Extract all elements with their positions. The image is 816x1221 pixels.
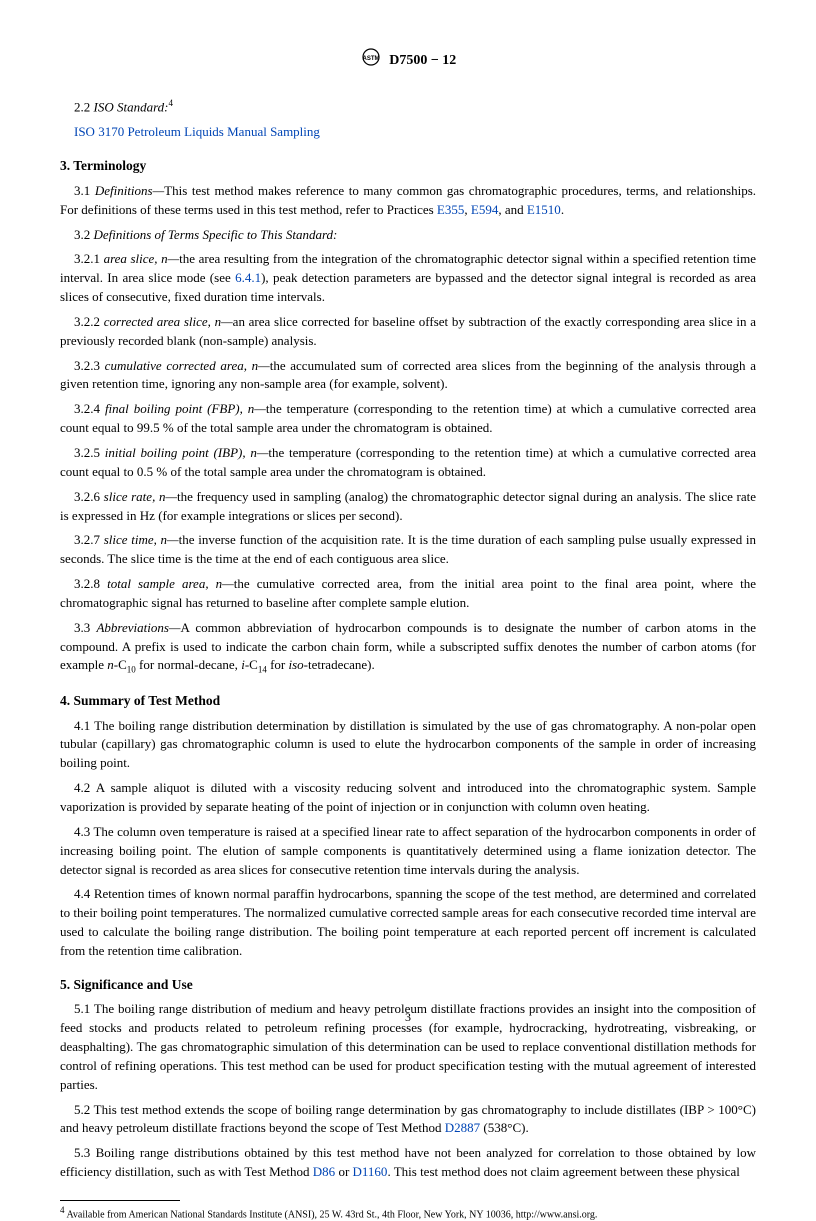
para-5-3: 5.3 Boiling range distributions obtained… (60, 1144, 756, 1182)
para-5-2: 5.2 This test method extends the scope o… (60, 1101, 756, 1139)
e1510-link[interactable]: E1510 (527, 202, 561, 217)
ref-6-4-1-link[interactable]: 6.4.1 (235, 270, 261, 285)
footnote-rule (60, 1200, 180, 1201)
para-3-2-7: 3.2.7 slice time, n—the inverse function… (60, 531, 756, 569)
para-3-2-1: 3.2.1 area slice, n—the area resulting f… (60, 250, 756, 307)
svg-text:ASTM: ASTM (362, 56, 379, 62)
para-4-2: 4.2 A sample aliquot is diluted with a v… (60, 779, 756, 817)
para-4-4: 4.4 Retention times of known normal para… (60, 885, 756, 960)
d86-link[interactable]: D86 (313, 1164, 335, 1179)
e594-link[interactable]: E594 (471, 202, 498, 217)
para-3-2-8: 3.2.8 total sample area, n—the cumulativ… (60, 575, 756, 613)
para-3-2-3: 3.2.3 cumulative corrected area, n—the a… (60, 357, 756, 395)
iso-3170-title-link[interactable]: Petroleum Liquids Manual Sampling (127, 124, 319, 139)
page-header: ASTM D7500 − 12 (60, 48, 756, 73)
para-3-2-5: 3.2.5 initial boiling point (IBP), n—the… (60, 444, 756, 482)
iso-3170-link[interactable]: ISO 3170 (74, 124, 124, 139)
astm-logo-icon: ASTM (360, 48, 382, 73)
section-2-2: 2.2 ISO Standard:4 (60, 97, 756, 117)
section-3-head: 3. Terminology (60, 156, 756, 176)
d2887-link[interactable]: D2887 (445, 1120, 480, 1135)
page-number: 3 (405, 1009, 411, 1026)
para-3-3: 3.3 Abbreviations—A common abbreviation … (60, 619, 756, 677)
para-3-1: 3.1 Definitions—This test method makes r… (60, 182, 756, 220)
para-3-2: 3.2 Definitions of Terms Specific to Thi… (60, 226, 756, 245)
para-4-1: 4.1 The boiling range distribution deter… (60, 717, 756, 774)
para-3-2-6: 3.2.6 slice rate, n—the frequency used i… (60, 488, 756, 526)
standard-designation: D7500 − 12 (389, 53, 456, 68)
para-4-3: 4.3 The column oven temperature is raise… (60, 823, 756, 880)
e355-link[interactable]: E355 (437, 202, 464, 217)
section-4-head: 4. Summary of Test Method (60, 691, 756, 711)
footnote-4: 4 Available from American National Stand… (60, 1205, 756, 1221)
iso-reference: ISO 3170 Petroleum Liquids Manual Sampli… (60, 123, 756, 142)
para-3-2-4: 3.2.4 final boiling point (FBP), n—the t… (60, 400, 756, 438)
section-5-head: 5. Significance and Use (60, 975, 756, 995)
para-3-2-2: 3.2.2 corrected area slice, n—an area sl… (60, 313, 756, 351)
d1160-link[interactable]: D1160 (353, 1164, 388, 1179)
